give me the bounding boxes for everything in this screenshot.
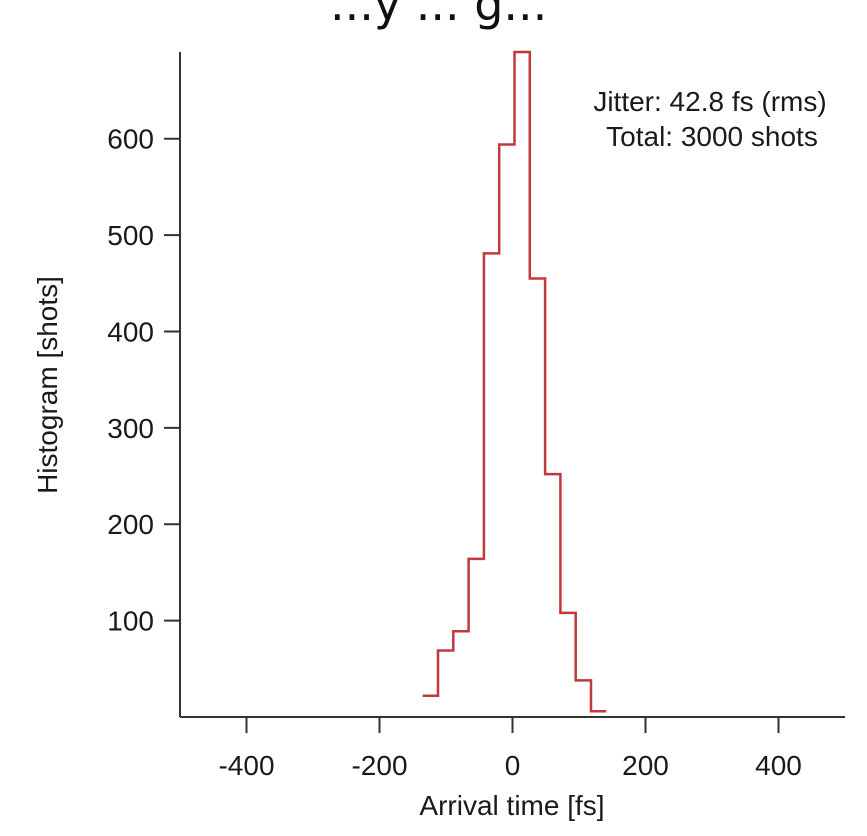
y-tick-label: 100 — [107, 606, 154, 637]
histogram-bin — [560, 613, 575, 717]
histogram-bin — [484, 253, 499, 717]
y-tick-label: 600 — [107, 124, 154, 155]
histogram-bin — [515, 52, 530, 717]
y-tick-label: 400 — [107, 316, 154, 347]
y-tick-label: 500 — [107, 220, 154, 251]
x-tick-label: 400 — [755, 750, 802, 781]
x-axis-title: Arrival time [fs] — [419, 790, 604, 821]
x-tick-label: -400 — [218, 750, 274, 781]
y-tick-label: 300 — [107, 413, 154, 444]
x-ticks: -400 -200 0 200 400 — [218, 717, 802, 781]
total-shots-annotation: Total: 3000 shots — [606, 121, 818, 152]
histogram-step-line — [422, 50, 607, 713]
histogram-bin — [576, 680, 591, 717]
histogram-bin — [545, 474, 560, 717]
histogram-bin — [423, 696, 438, 717]
y-ticks: 100 200 300 400 500 600 — [107, 124, 180, 637]
histogram-bin — [530, 279, 545, 718]
histogram-bin — [499, 145, 514, 718]
x-tick-label: -200 — [351, 750, 407, 781]
x-tick-label: 0 — [505, 750, 521, 781]
x-tick-label: 200 — [622, 750, 669, 781]
histogram-bin — [453, 631, 468, 717]
plot-area — [422, 50, 607, 718]
histogram-bin — [438, 651, 453, 718]
y-tick-label: 200 — [107, 509, 154, 540]
cropped-heading-fragment: ...y ... g... — [330, 0, 547, 31]
y-axis-title: Histogram [shots] — [32, 276, 63, 494]
histogram-bin — [469, 559, 484, 717]
jitter-annotation: Jitter: 42.8 fs (rms) — [593, 86, 826, 117]
